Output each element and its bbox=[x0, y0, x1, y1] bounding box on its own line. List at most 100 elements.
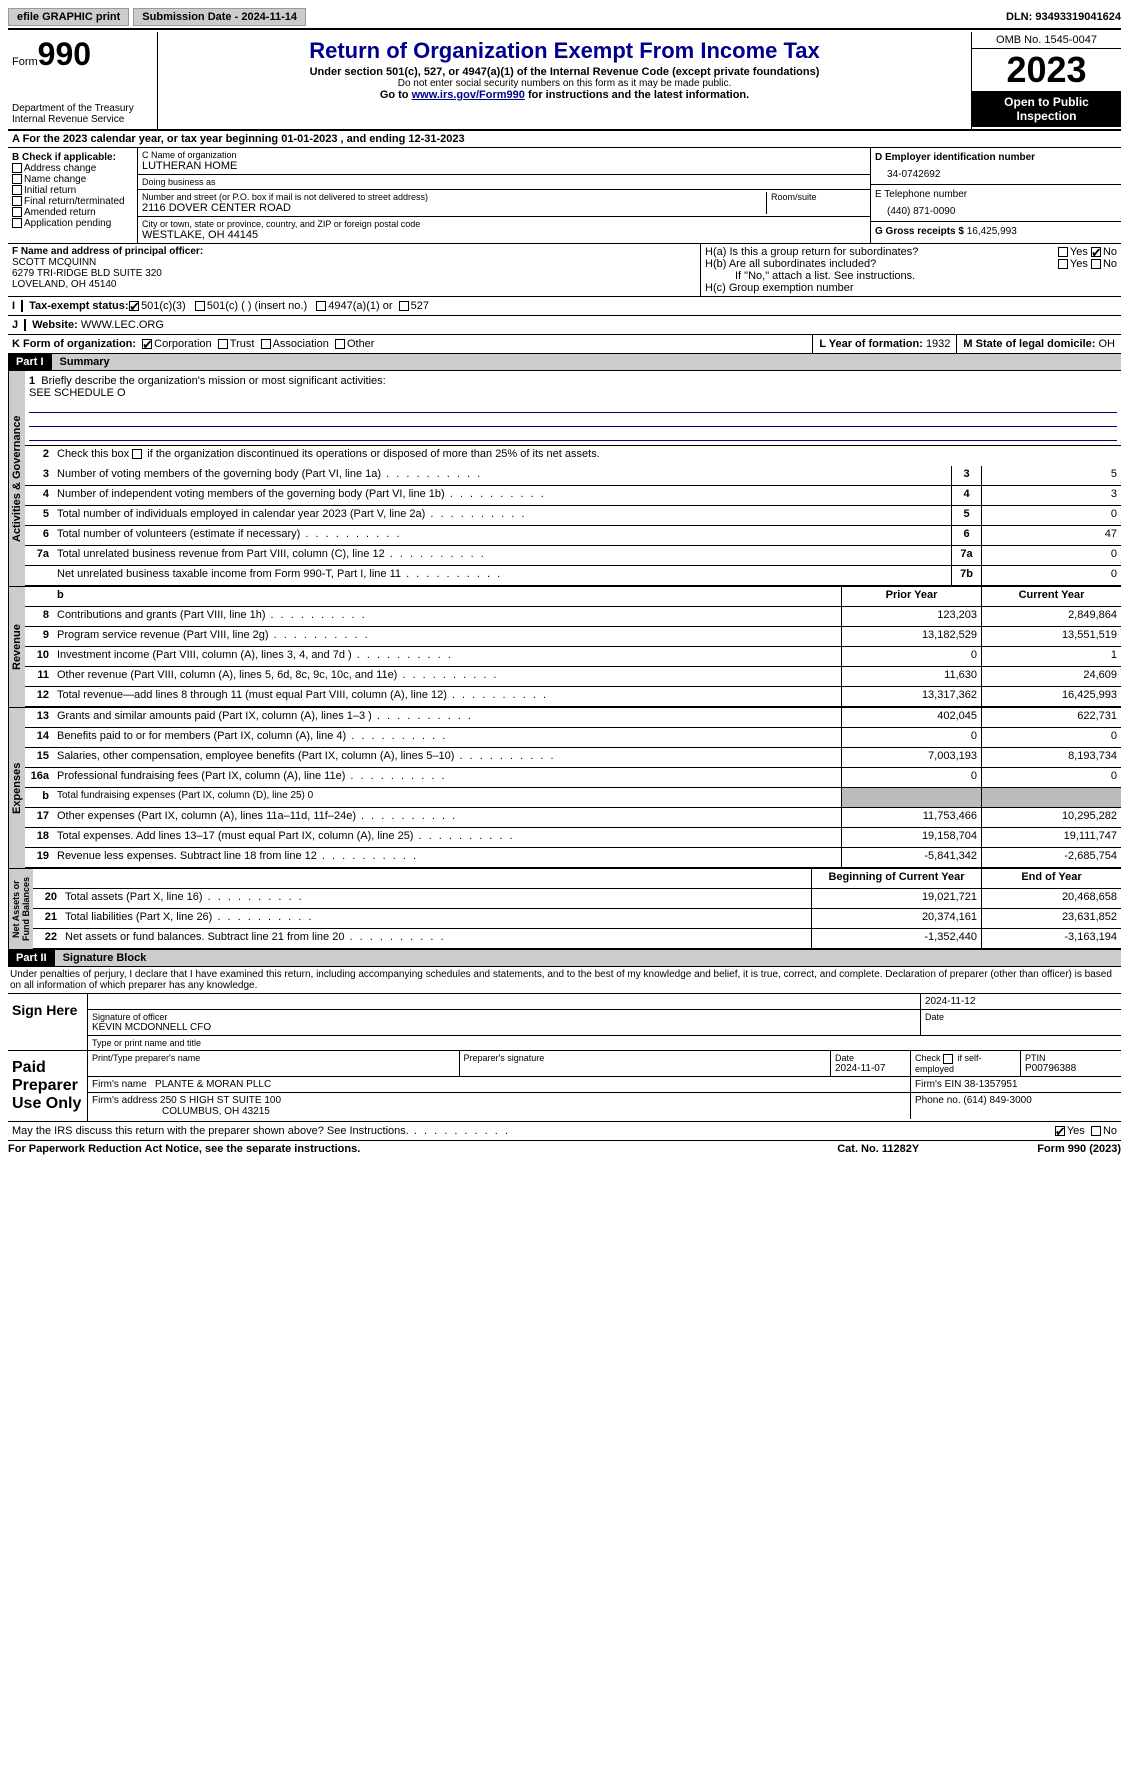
part1-revenue: Revenue b Prior Year Current Year 8Contr… bbox=[8, 587, 1121, 708]
row-k-form-org: K Form of organization: Corporation Trus… bbox=[8, 335, 1121, 354]
state-domicile: M State of legal domicile: OH bbox=[956, 335, 1121, 353]
summary-line: 9Program service revenue (Part VIII, lin… bbox=[25, 627, 1121, 647]
part1-header: Part ISummary bbox=[8, 354, 1121, 371]
row-j-website: J Website: WWW.LEC.ORG bbox=[8, 316, 1121, 335]
omb-number: OMB No. 1545-0047 bbox=[972, 32, 1121, 49]
open-inspection: Open to Public Inspection bbox=[972, 91, 1121, 127]
chk-501c3[interactable] bbox=[129, 301, 139, 311]
submission-button[interactable]: Submission Date - 2024-11-14 bbox=[133, 8, 306, 26]
summary-line: 10Investment income (Part VIII, column (… bbox=[25, 647, 1121, 667]
summary-line: 17Other expenses (Part IX, column (A), l… bbox=[25, 808, 1121, 828]
discuss-yes[interactable] bbox=[1055, 1126, 1065, 1136]
summary-line: 12Total revenue—add lines 8 through 11 (… bbox=[25, 687, 1121, 707]
page-footer: For Paperwork Reduction Act Notice, see … bbox=[8, 1141, 1121, 1155]
chk-4947[interactable] bbox=[316, 301, 326, 311]
hb-no[interactable] bbox=[1091, 259, 1101, 269]
row-a-tax-year: A For the 2023 calendar year, or tax yea… bbox=[8, 131, 1121, 148]
part1-governance: Activities & Governance 1 Briefly descri… bbox=[8, 371, 1121, 587]
summary-line: 5Total number of individuals employed in… bbox=[25, 506, 1121, 526]
dln-text: DLN: 93493319041624 bbox=[1006, 11, 1121, 23]
chk-self-employed[interactable] bbox=[943, 1054, 953, 1064]
section-bcd: B Check if applicable: Address change Na… bbox=[8, 148, 1121, 244]
firm-ein: 38-1357951 bbox=[964, 1079, 1017, 1090]
street-address: 2116 DOVER CENTER ROAD bbox=[142, 202, 766, 214]
summary-line: 14Benefits paid to or for members (Part … bbox=[25, 728, 1121, 748]
firm-phone: (614) 849-3000 bbox=[963, 1095, 1031, 1106]
mission-block: 1 Briefly describe the organization's mi… bbox=[25, 371, 1121, 446]
row-i-tax-status: I Tax-exempt status: 501(c)(3) 501(c) ( … bbox=[8, 297, 1121, 316]
summary-line: 19Revenue less expenses. Subtract line 1… bbox=[25, 848, 1121, 868]
city-state-zip: WESTLAKE, OH 44145 bbox=[142, 229, 866, 241]
subtitle-2: Do not enter social security numbers on … bbox=[162, 78, 967, 89]
summary-line: 3Number of voting members of the governi… bbox=[25, 466, 1121, 486]
efile-button[interactable]: efile GRAPHIC print bbox=[8, 8, 129, 26]
col-h-group: H(a) Is this a group return for subordin… bbox=[701, 244, 1121, 296]
summary-line: 11Other revenue (Part VIII, column (A), … bbox=[25, 667, 1121, 687]
col-d-ein: D Employer identification number 34-0742… bbox=[871, 148, 1121, 243]
form-header: Form990 Department of the Treasury Inter… bbox=[8, 32, 1121, 131]
col-c-org-info: C Name of organization LUTHERAN HOME Doi… bbox=[138, 148, 871, 243]
year-formation: L Year of formation: 1932 bbox=[812, 335, 956, 353]
ha-no[interactable] bbox=[1091, 247, 1101, 257]
irs-link[interactable]: www.irs.gov/Form990 bbox=[412, 89, 525, 101]
form-title: Return of Organization Exempt From Incom… bbox=[162, 38, 967, 64]
perjury-text: Under penalties of perjury, I declare th… bbox=[8, 967, 1121, 994]
summary-line: bTotal fundraising expenses (Part IX, co… bbox=[25, 788, 1121, 808]
ha-yes[interactable] bbox=[1058, 247, 1068, 257]
summary-line: 20Total assets (Part X, line 16)19,021,7… bbox=[33, 889, 1121, 909]
summary-line: 16aProfessional fundraising fees (Part I… bbox=[25, 768, 1121, 788]
tab-revenue: Revenue bbox=[8, 587, 25, 707]
gross-receipts: 16,425,993 bbox=[967, 226, 1017, 237]
col-b-checkboxes: B Check if applicable: Address change Na… bbox=[8, 148, 138, 243]
sig-date: 2024-11-12 bbox=[921, 994, 1121, 1009]
summary-line: 6Total number of volunteers (estimate if… bbox=[25, 526, 1121, 546]
part1-expenses: Expenses 13Grants and similar amounts pa… bbox=[8, 708, 1121, 869]
subtitle-3: Go to www.irs.gov/Form990 for instructio… bbox=[162, 89, 967, 101]
chk-amended-return[interactable]: Amended return bbox=[12, 207, 133, 218]
tab-expenses: Expenses bbox=[8, 708, 25, 868]
part1-netassets: Net Assets orFund Balances Beginning of … bbox=[8, 869, 1121, 950]
chk-initial-return[interactable]: Initial return bbox=[12, 185, 133, 196]
chk-application-pending[interactable]: Application pending bbox=[12, 218, 133, 229]
summary-line: 13Grants and similar amounts paid (Part … bbox=[25, 708, 1121, 728]
ein-value: 34-0742692 bbox=[875, 163, 1117, 180]
chk-other[interactable] bbox=[335, 339, 345, 349]
chk-association[interactable] bbox=[261, 339, 271, 349]
chk-discontinued[interactable] bbox=[132, 449, 142, 459]
officer-name: KEVIN MCDONNELL CFO bbox=[92, 1022, 916, 1033]
tab-governance: Activities & Governance bbox=[8, 371, 25, 586]
summary-line: 7aTotal unrelated business revenue from … bbox=[25, 546, 1121, 566]
summary-line: 18Total expenses. Add lines 13–17 (must … bbox=[25, 828, 1121, 848]
summary-line: 8Contributions and grants (Part VIII, li… bbox=[25, 607, 1121, 627]
summary-line: 22Net assets or fund balances. Subtract … bbox=[33, 929, 1121, 949]
paid-preparer-block: Paid Preparer Use Only Print/Type prepar… bbox=[8, 1051, 1121, 1122]
discuss-row: May the IRS discuss this return with the… bbox=[8, 1122, 1121, 1141]
chk-501c[interactable] bbox=[195, 301, 205, 311]
summary-line: 15Salaries, other compensation, employee… bbox=[25, 748, 1121, 768]
website-value: WWW.LEC.ORG bbox=[81, 319, 164, 331]
subtitle-1: Under section 501(c), 527, or 4947(a)(1)… bbox=[162, 66, 967, 78]
summary-line: 21Total liabilities (Part X, line 26)20,… bbox=[33, 909, 1121, 929]
chk-name-change[interactable]: Name change bbox=[12, 174, 133, 185]
tax-year: 2023 bbox=[972, 49, 1121, 91]
tab-netassets: Net Assets orFund Balances bbox=[8, 869, 33, 949]
summary-line: Net unrelated business taxable income fr… bbox=[25, 566, 1121, 586]
phone-value: (440) 871-0090 bbox=[875, 200, 1117, 217]
top-bar: efile GRAPHIC print Submission Date - 20… bbox=[8, 8, 1121, 30]
chk-corporation[interactable] bbox=[142, 339, 152, 349]
chk-527[interactable] bbox=[399, 301, 409, 311]
org-name: LUTHERAN HOME bbox=[142, 160, 866, 172]
hb-yes[interactable] bbox=[1058, 259, 1068, 269]
ptin-value: P00796388 bbox=[1025, 1063, 1076, 1074]
chk-final-return[interactable]: Final return/terminated bbox=[12, 196, 133, 207]
summary-line: 4Number of independent voting members of… bbox=[25, 486, 1121, 506]
sign-here-block: Sign Here 2024-11-12 Signature of office… bbox=[8, 994, 1121, 1051]
col-f-officer: F Name and address of principal officer:… bbox=[8, 244, 701, 296]
chk-trust[interactable] bbox=[218, 339, 228, 349]
discuss-no[interactable] bbox=[1091, 1126, 1101, 1136]
firm-name: PLANTE & MORAN PLLC bbox=[155, 1079, 271, 1090]
part2-header: Part IISignature Block bbox=[8, 950, 1121, 967]
dept-text: Department of the Treasury Internal Reve… bbox=[12, 103, 153, 125]
form-number: Form990 bbox=[12, 36, 153, 73]
chk-address-change[interactable]: Address change bbox=[12, 163, 133, 174]
